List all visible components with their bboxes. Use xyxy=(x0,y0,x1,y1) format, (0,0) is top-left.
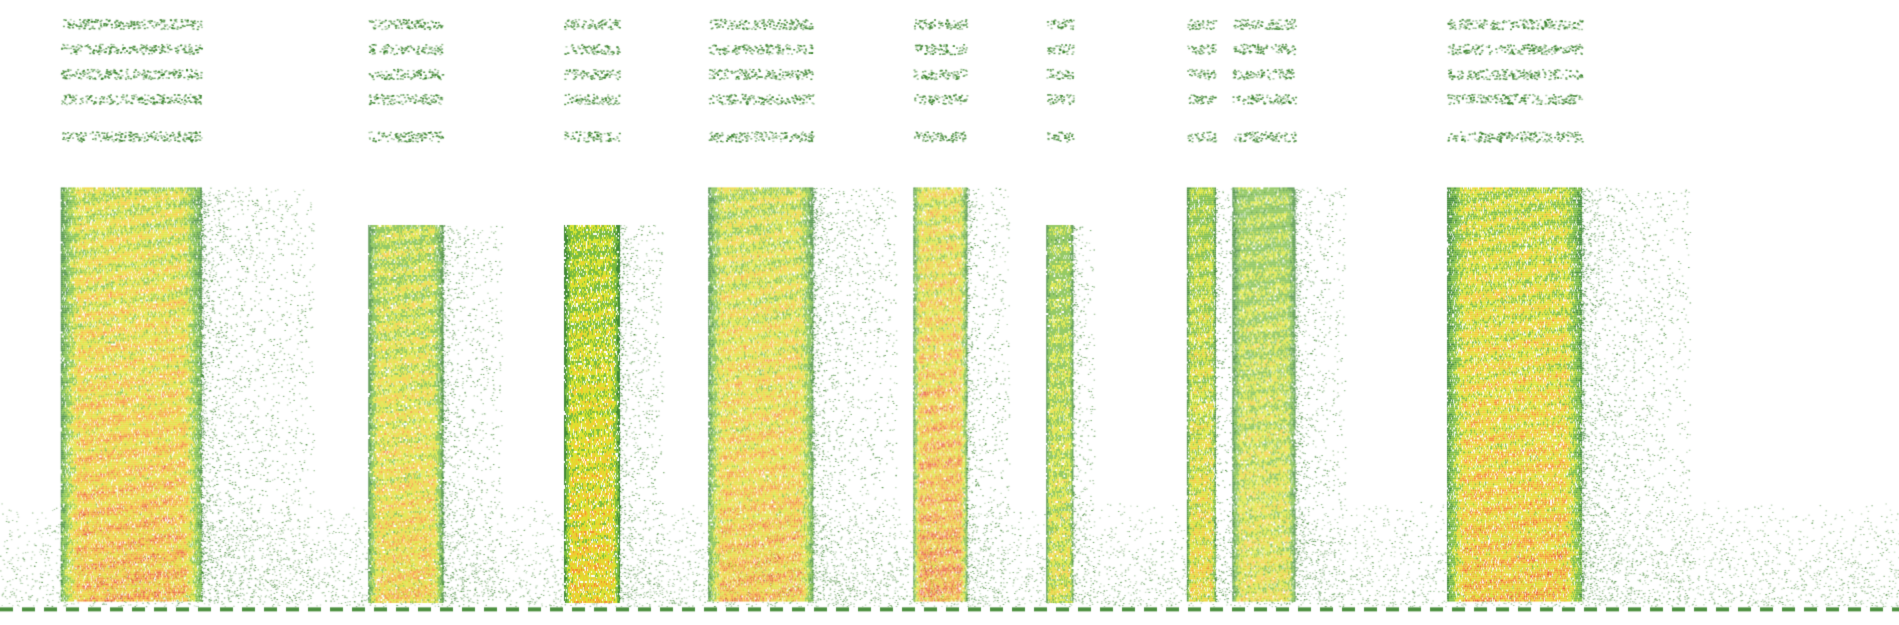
spectrogram-canvas xyxy=(0,0,1899,625)
spectrogram-panel xyxy=(0,0,1899,625)
